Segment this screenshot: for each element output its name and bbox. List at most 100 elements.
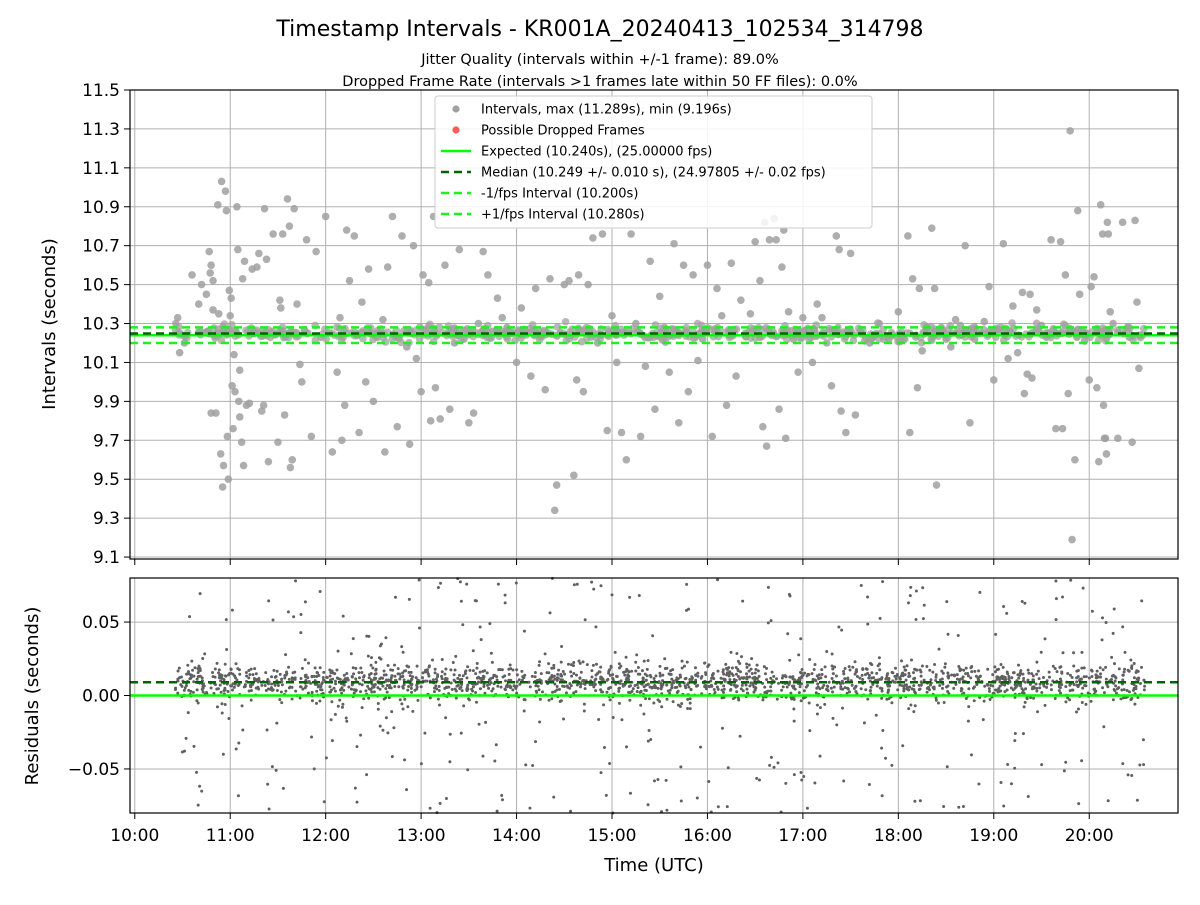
- residual-point: [1003, 683, 1007, 687]
- interval-point: [632, 319, 640, 328]
- residual-point: [528, 806, 532, 810]
- residual-point: [509, 685, 513, 689]
- residual-point: [804, 685, 808, 689]
- residual-point: [201, 690, 205, 694]
- residual-point: [914, 617, 918, 621]
- interval-point: [364, 265, 373, 273]
- residual-point: [340, 705, 344, 709]
- residual-point: [1082, 675, 1086, 679]
- interval-point: [228, 382, 236, 390]
- residual-point: [465, 685, 469, 689]
- interval-point: [784, 308, 793, 316]
- residual-point: [716, 805, 720, 809]
- interval-point: [1085, 376, 1094, 384]
- residual-point: [330, 700, 334, 704]
- residual-point: [437, 689, 441, 693]
- residual-point: [345, 671, 349, 675]
- interval-point: [985, 282, 993, 291]
- interval-point: [469, 409, 478, 417]
- residual-point: [503, 601, 507, 605]
- residual-point: [644, 697, 648, 701]
- residual-point: [729, 688, 733, 692]
- residual-point: [937, 647, 941, 651]
- residual-point: [560, 645, 564, 649]
- residual-point: [191, 690, 195, 694]
- residual-point: [353, 786, 357, 790]
- residual-point: [740, 683, 744, 687]
- residual-point: [192, 744, 196, 748]
- residual-point: [465, 582, 469, 586]
- y-tick-label-top: 11.5: [82, 81, 120, 101]
- residual-point: [820, 668, 824, 672]
- residual-point: [1060, 683, 1064, 687]
- residual-point: [599, 665, 603, 669]
- residual-point: [403, 697, 407, 701]
- residual-point: [444, 796, 448, 800]
- residual-point: [854, 685, 858, 689]
- residual-point: [1100, 616, 1104, 620]
- residual-point: [332, 686, 336, 690]
- residual-point: [1117, 686, 1121, 690]
- residual-point: [642, 712, 646, 716]
- dropped-frame-subtitle: Dropped Frame Rate (intervals >1 frames …: [342, 74, 857, 90]
- residual-point: [515, 691, 519, 695]
- residual-point: [312, 767, 316, 771]
- residual-point: [229, 684, 233, 688]
- residual-point: [877, 656, 881, 660]
- residual-point: [245, 674, 249, 678]
- residual-point: [343, 678, 347, 682]
- residual-point: [518, 682, 522, 686]
- residual-point: [200, 676, 204, 680]
- residual-point: [223, 702, 227, 706]
- residual-point: [452, 673, 456, 677]
- residual-point: [797, 691, 801, 695]
- residual-point: [574, 673, 578, 677]
- residual-point: [847, 665, 851, 669]
- residual-point: [952, 686, 956, 690]
- residual-point: [400, 645, 404, 649]
- residual-point: [732, 678, 736, 682]
- residual-point: [878, 678, 882, 682]
- residual-point: [1053, 696, 1057, 700]
- interval-point: [1102, 450, 1111, 458]
- residual-point: [572, 583, 576, 587]
- residual-point: [813, 678, 817, 682]
- interval-point: [1123, 323, 1132, 332]
- residual-point: [931, 670, 935, 674]
- residual-point: [656, 686, 660, 690]
- residual-point: [1130, 773, 1134, 777]
- residual-point: [736, 659, 740, 663]
- residual-point: [1132, 662, 1136, 666]
- interval-point: [918, 346, 927, 355]
- residual-point: [1135, 669, 1139, 673]
- y-tick-label-bottom: −0.05: [68, 760, 120, 780]
- interval-point: [762, 323, 770, 332]
- residual-point: [362, 675, 366, 679]
- residual-point: [571, 664, 575, 668]
- residual-point: [999, 689, 1003, 693]
- residual-point: [938, 678, 942, 682]
- residual-point: [1024, 687, 1028, 691]
- residual-point: [1129, 698, 1133, 702]
- residual-point: [248, 673, 252, 677]
- residual-point: [354, 666, 358, 670]
- residual-point: [624, 655, 628, 659]
- residual-point: [736, 696, 740, 700]
- residual-point: [352, 672, 356, 676]
- residual-point: [867, 783, 871, 787]
- residual-point: [797, 676, 801, 680]
- residual-point: [425, 668, 429, 672]
- interval-point: [395, 334, 403, 343]
- residual-point: [270, 682, 274, 686]
- residual-point: [444, 716, 448, 720]
- residual-point: [967, 687, 971, 691]
- residual-point: [766, 585, 770, 589]
- residual-point: [479, 638, 483, 642]
- interval-point: [283, 195, 292, 203]
- residual-point: [854, 689, 858, 693]
- residual-point: [696, 674, 700, 678]
- residual-point: [670, 683, 674, 687]
- residual-point: [247, 676, 251, 680]
- residual-point: [401, 685, 405, 689]
- residual-point: [649, 675, 653, 679]
